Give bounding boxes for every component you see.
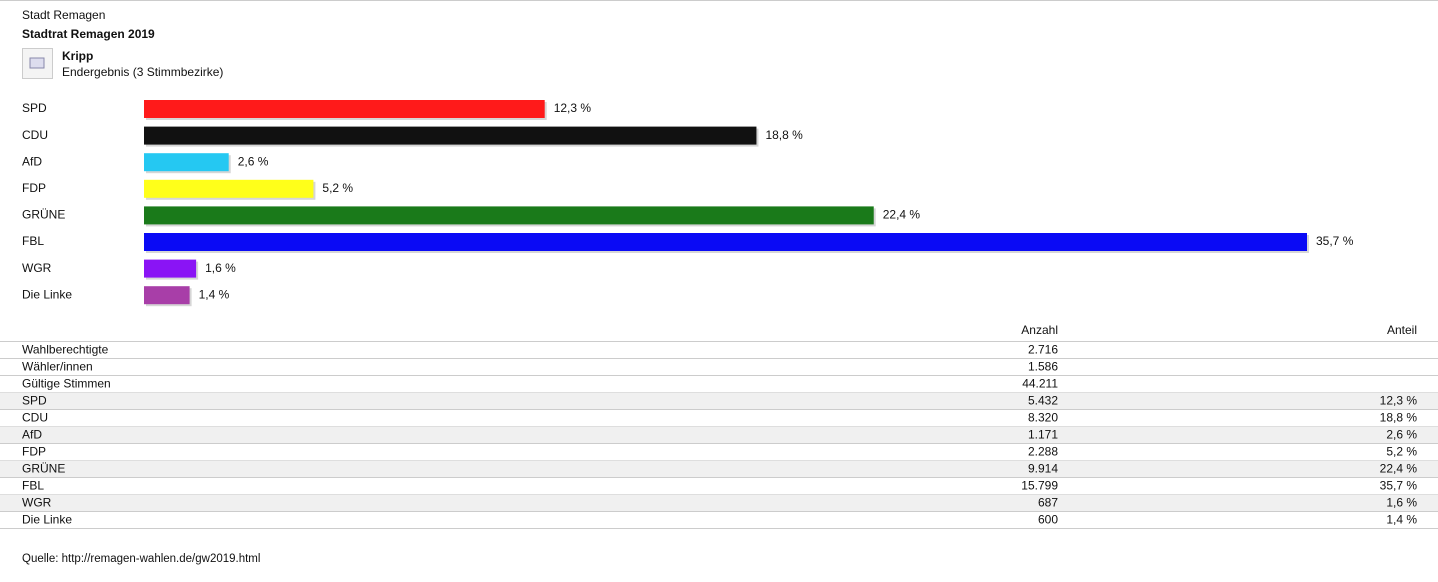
count-cell: 1.586 [1028,360,1058,374]
count-cell: 687 [1038,496,1058,510]
share-cell: 12,3 % [1380,394,1418,408]
count-cell: 2.716 [1028,343,1058,357]
share-cell: 2,6 % [1386,428,1417,442]
value-label: 1,6 % [205,261,236,275]
count-cell: 15.799 [1021,479,1058,493]
row-label: GRÜNE [22,462,65,476]
count-cell: 44.211 [1022,377,1058,391]
category-label: GRÜNE [22,208,65,222]
count-cell: 2.288 [1028,445,1058,459]
value-label: 35,7 % [1316,234,1354,248]
bar [144,126,757,145]
bar [144,206,874,225]
row-label: AfD [22,428,42,442]
category-label: FBL [22,234,44,248]
category-label: FDP [22,181,46,195]
value-label: 1,4 % [199,287,230,301]
category-label: Die Linke [22,287,72,301]
row-label: CDU [22,411,48,425]
source: Quelle: http://remagen-wahlen.de/gw2019.… [22,553,260,565]
value-label: 18,8 % [765,128,803,142]
share-cell: 22,4 % [1380,462,1418,476]
district: Kripp [62,49,93,63]
share-cell: 35,7 % [1380,479,1418,493]
bar [144,259,197,278]
bar [144,286,190,305]
count-cell: 600 [1038,513,1058,527]
bar [144,179,314,198]
row-bg [0,494,1438,512]
share-cell: 18,8 % [1380,411,1418,425]
status: Endergebnis (3 Stimmbezirke) [62,65,223,79]
row-label: Wahlberechtigte [22,343,109,357]
value-label: 2,6 % [238,154,269,168]
row-label: Die Linke [22,513,72,527]
count-cell: 9.914 [1028,462,1058,476]
value-label: 5,2 % [322,181,353,195]
value-label: 12,3 % [554,101,592,115]
share-cell: 1,4 % [1386,513,1417,527]
row-label: FDP [22,445,46,459]
row-label: WGR [22,496,52,510]
bar [144,233,1307,251]
count-cell: 5.432 [1028,394,1058,408]
bar [144,100,545,118]
row-bg [0,426,1438,444]
bar [144,153,229,172]
category-label: WGR [22,261,52,275]
share-cell: 5,2 % [1386,445,1417,459]
category-label: SPD [22,101,47,115]
municipality: Stadt Remagen [22,8,105,22]
count-cell: 8.320 [1028,411,1058,425]
row-label: Wähler/innen [22,360,93,374]
row-label: SPD [22,394,47,408]
icon-glyph [29,57,45,69]
category-label: CDU [22,128,48,142]
value-label: 22,4 % [883,208,921,222]
count-cell: 1.171 [1028,428,1058,442]
column-header: Anteil [1387,323,1417,337]
row-bg [0,392,1438,410]
row-bg [0,460,1438,478]
row-label: Gültige Stimmen [22,377,111,391]
share-cell: 1,6 % [1386,496,1417,510]
category-label: AfD [22,154,42,168]
row-label: FBL [22,479,44,493]
column-header: Anzahl [1021,323,1058,337]
election-title: Stadtrat Remagen 2019 [22,27,155,41]
